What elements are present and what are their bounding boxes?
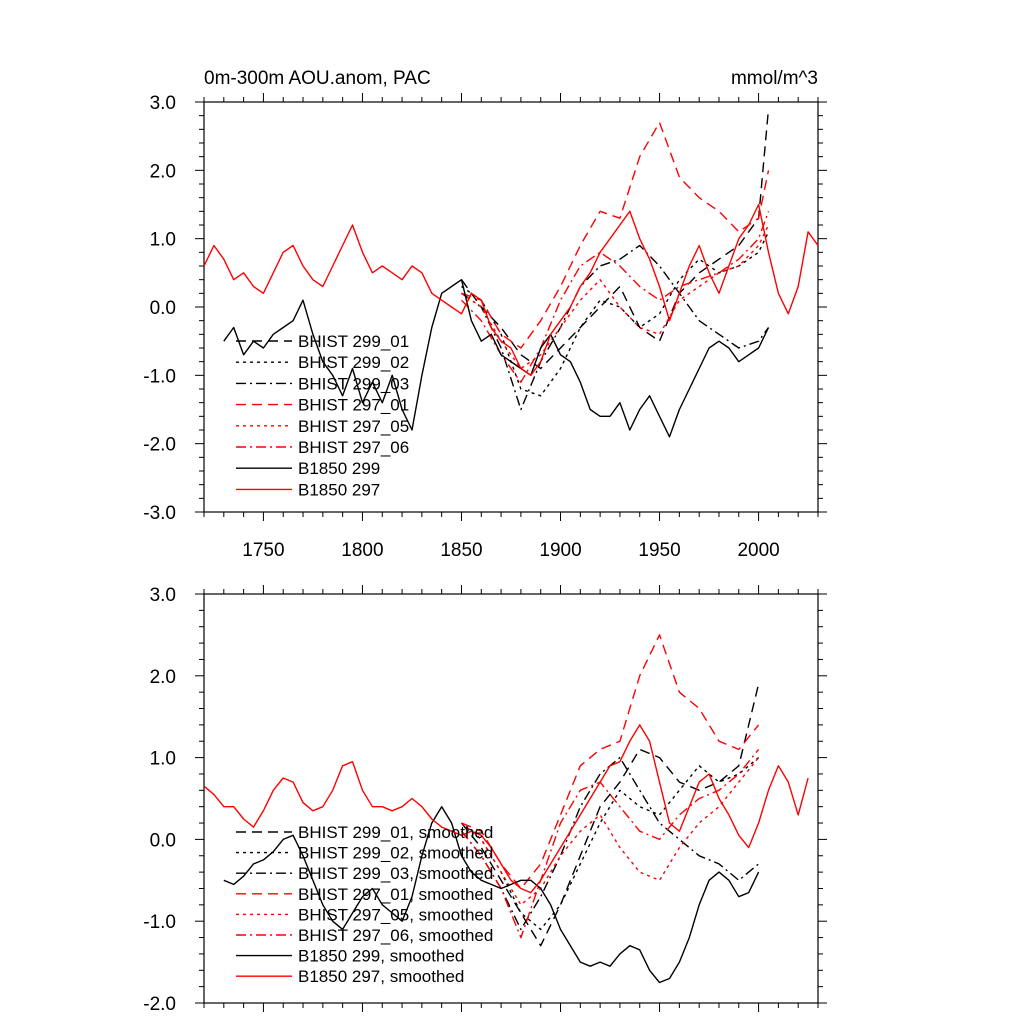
top-ytick-label: -1.0 <box>143 366 176 387</box>
top-series-line-8 <box>203 203 819 376</box>
top-xtick-label: 1900 <box>539 540 581 561</box>
bottom-series-line-7 <box>223 806 760 984</box>
bottom-series-line-5 <box>461 757 760 906</box>
top-panel: 1750 1800 1850 1900 1950 2000 -3.0 -2.0 -1.0 0.0 1… <box>143 93 827 561</box>
bottom-panel: -2.0 -1.0 0.0 1.0 2.0 3.0 BHIST 299_01, smooth… <box>143 585 827 1015</box>
top-series-line-7 <box>223 279 770 438</box>
bottom-ytick-label: -1.0 <box>143 912 176 933</box>
top-series-line-2 <box>461 231 770 397</box>
top-series-line-3 <box>461 244 770 411</box>
bottom-series-line-1 <box>460 683 760 947</box>
top-series-line-5 <box>461 224 770 370</box>
top-ytick-label: 0.0 <box>150 298 176 319</box>
top-ytick-label: -3.0 <box>143 503 176 524</box>
top-series-line-6 <box>460 211 770 383</box>
bottom-ytick-label: 0.0 <box>150 830 176 851</box>
top-xtick-label: 2000 <box>737 540 779 561</box>
bottom-series-line-3 <box>460 756 760 931</box>
bottom-ytick-label: 3.0 <box>150 585 176 606</box>
top-ytick-label: 1.0 <box>150 230 176 251</box>
top-series-line-1 <box>460 108 770 370</box>
top-legend-label: BHIST 299_03 <box>298 374 409 393</box>
top-series-line-4 <box>461 121 770 349</box>
top-legend-label: BHIST 297_05 <box>298 417 409 436</box>
bottom-legend-label: BHIST 297_06, smoothed <box>298 926 493 945</box>
top-chart-title: 0m-300m AOU.anom, PAC <box>204 68 431 89</box>
top-xtick-label: 1850 <box>440 540 482 561</box>
top-chart-units: mmol/m^3 <box>731 68 818 89</box>
bottom-series-line-4 <box>461 634 760 890</box>
bottom-series-line-2 <box>461 757 760 931</box>
bottom-legend-label: B1850 297, smoothed <box>298 967 464 986</box>
top-legend-label: B1850 299 <box>298 459 380 478</box>
top-xtick-label: 1750 <box>242 540 284 561</box>
top-ytick-label: 3.0 <box>150 93 176 114</box>
top-legend-label: BHIST 299_01 <box>298 332 409 351</box>
bottom-plot-frame <box>203 593 819 1004</box>
top-ytick-label: 2.0 <box>150 161 176 182</box>
bottom-ytick-label: 2.0 <box>150 667 176 688</box>
top-legend-label: BHIST 297_01 <box>298 396 409 415</box>
top-legend-label: BHIST 297_06 <box>298 438 409 457</box>
bottom-series-line-8 <box>203 724 809 894</box>
bottom-legend-label: B1850 299, smoothed <box>298 947 464 966</box>
top-xtick-label: 1950 <box>638 540 680 561</box>
bottom-legend-label: BHIST 297_01, smoothed <box>298 885 493 904</box>
top-ytick-label: -2.0 <box>143 435 176 456</box>
bottom-ytick-label: -2.0 <box>143 994 176 1015</box>
bottom-legend-label: BHIST 299_03, smoothed <box>298 864 493 883</box>
bottom-legend-label: BHIST 297_05, smoothed <box>298 905 493 924</box>
bottom-ytick-label: 1.0 <box>150 749 176 770</box>
top-legend-label: BHIST 299_02 <box>298 353 409 372</box>
bottom-legend-label: BHIST 299_02, smoothed <box>298 844 493 863</box>
bottom-series-line-6 <box>460 748 760 939</box>
bottom-legend-label: BHIST 299_01, smoothed <box>298 823 493 842</box>
top-plot-frame <box>203 101 819 513</box>
top-xtick-label: 1800 <box>341 540 383 561</box>
top-legend-label: B1850 297 <box>298 480 380 499</box>
